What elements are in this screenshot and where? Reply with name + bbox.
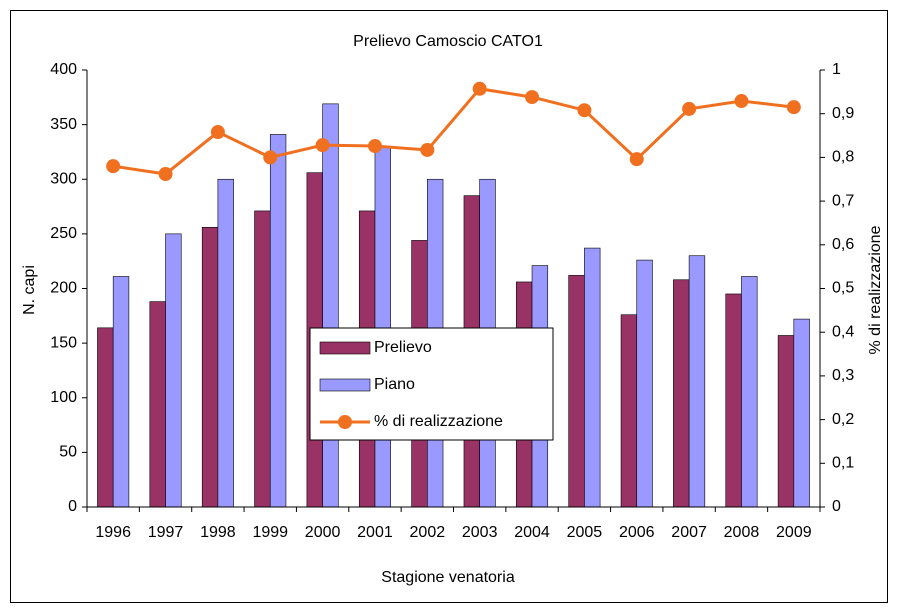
x-tick-label: 2002 — [410, 524, 446, 541]
legend-swatch — [338, 415, 352, 429]
x-axis-label: Stagione venatoria — [381, 569, 515, 586]
bar — [568, 275, 585, 508]
chart-title: Prelievo Camoscio CATO1 — [353, 33, 543, 50]
bar — [777, 335, 795, 508]
line — [112, 87, 794, 176]
bar — [112, 276, 130, 508]
y2-tick-label: 0,3 — [832, 367, 854, 384]
y2-tick-label: 0,9 — [832, 105, 854, 122]
x-tick-label: 2008 — [724, 524, 760, 541]
line-point — [629, 152, 644, 167]
x-tick-label: 2009 — [776, 524, 812, 541]
y-tick-label: 150 — [50, 334, 77, 351]
legend-label: Piano — [374, 376, 415, 393]
x-tick-label: 2007 — [671, 524, 707, 541]
bar — [673, 279, 690, 508]
y2-tick-label: 0,1 — [832, 455, 854, 472]
line-point — [367, 139, 382, 154]
x-tick-label: 2004 — [514, 524, 550, 541]
bar — [620, 314, 638, 508]
y2-axis-label: % di realizzazione — [867, 225, 884, 354]
legend-swatch — [319, 378, 371, 392]
y2-tick-label: 1 — [832, 61, 841, 78]
bar — [322, 103, 339, 508]
x-tick-label: 2003 — [462, 524, 498, 541]
y-tick-label: 250 — [50, 225, 77, 242]
bar — [254, 210, 271, 508]
y2-tick-label: 0,5 — [832, 280, 854, 297]
y2-tick-label: 0 — [832, 498, 841, 515]
line-point — [106, 159, 121, 174]
y-tick-label: 0 — [68, 498, 77, 515]
line-point — [682, 101, 697, 116]
y-axis-label: N. capi — [21, 265, 38, 315]
bar — [725, 293, 742, 508]
x-tick-label: 1997 — [148, 524, 184, 541]
bar — [636, 259, 653, 508]
bar — [217, 178, 234, 508]
bar — [741, 276, 758, 508]
bar — [201, 227, 219, 508]
line-point — [525, 90, 540, 105]
bar — [688, 255, 706, 508]
y2-tick-label: 0,8 — [832, 149, 854, 166]
y2-tick-label: 0,6 — [832, 236, 854, 253]
bar — [269, 134, 287, 508]
y-tick-label: 300 — [50, 170, 77, 187]
y-tick-label: 350 — [50, 116, 77, 133]
bar — [149, 301, 166, 508]
bar — [165, 233, 182, 508]
x-tick-label: 2001 — [357, 524, 393, 541]
line-point — [734, 94, 749, 109]
y-tick-label: 50 — [59, 444, 77, 461]
bar — [793, 318, 810, 508]
y-tick-label: 100 — [50, 389, 77, 406]
line-point — [315, 138, 330, 153]
x-tick-label: 2000 — [305, 524, 341, 541]
y-tick-label: 200 — [50, 280, 77, 297]
legend-swatch — [319, 341, 371, 355]
bar — [374, 146, 391, 508]
x-tick-label: 2005 — [567, 524, 603, 541]
y2-tick-label: 0,4 — [832, 323, 854, 340]
line-point — [420, 142, 435, 157]
line-point — [210, 125, 225, 140]
line-point — [577, 103, 592, 118]
line-point — [158, 167, 173, 182]
y2-tick-label: 0,2 — [832, 411, 854, 428]
line-point — [263, 150, 278, 165]
y-tick-label: 400 — [50, 61, 77, 78]
legend-label: % di realizzazione — [374, 413, 503, 430]
bar — [584, 247, 601, 508]
x-tick-label: 1999 — [252, 524, 288, 541]
line-point — [786, 100, 801, 115]
line-point — [472, 81, 487, 96]
x-tick-label: 2006 — [619, 524, 655, 541]
y2-tick-label: 0,7 — [832, 192, 854, 209]
bar — [97, 327, 114, 508]
legend-label: Prelievo — [374, 339, 432, 356]
x-tick-label: 1998 — [200, 524, 236, 541]
x-tick-label: 1996 — [95, 524, 131, 541]
